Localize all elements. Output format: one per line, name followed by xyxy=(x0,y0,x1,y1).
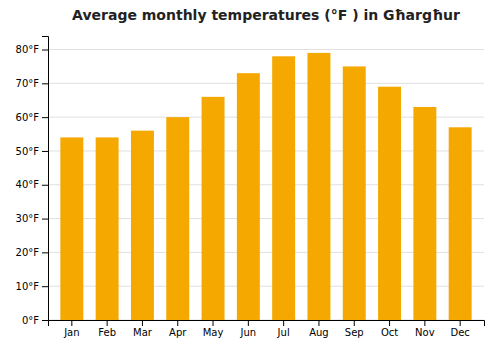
x-tick: Aug xyxy=(309,320,329,338)
bars xyxy=(60,53,471,320)
y-tick-label: 40°F xyxy=(16,179,40,190)
y-tick: 60°F xyxy=(16,112,48,123)
y-tick: 30°F xyxy=(16,213,48,224)
x-tick-label: Nov xyxy=(415,327,435,338)
x-tick-label: Jan xyxy=(63,327,79,338)
y-tick-label: 20°F xyxy=(16,247,40,258)
x-tick-mark xyxy=(318,320,319,326)
x-axis-line xyxy=(49,321,485,327)
bar xyxy=(343,66,366,320)
y-tick: 40°F xyxy=(16,179,48,190)
x-tick-mark xyxy=(107,320,108,326)
x-tick: Apr xyxy=(169,320,187,338)
y-tick-label: 0°F xyxy=(22,315,39,326)
x-tick: Nov xyxy=(415,320,435,338)
y-tick-mark xyxy=(42,185,48,186)
x-tick: Jun xyxy=(240,320,257,338)
x-tick-mark xyxy=(248,320,249,326)
x-tick-label: Sep xyxy=(345,327,364,338)
bar xyxy=(96,137,119,320)
y-tick-mark xyxy=(42,219,48,220)
x-tick: Oct xyxy=(381,320,398,338)
y-tick-label: 30°F xyxy=(16,213,40,224)
bar xyxy=(131,131,154,320)
x-tick-mark xyxy=(283,320,284,326)
x-tick-mark xyxy=(213,320,214,326)
grid-line xyxy=(48,49,484,50)
x-tick-mark xyxy=(460,320,461,326)
y-tick-mark xyxy=(42,151,48,152)
y-axis-line xyxy=(42,37,49,321)
y-tick: 10°F xyxy=(16,281,48,292)
y-tick-label: 10°F xyxy=(16,281,40,292)
x-tick-mark xyxy=(71,320,72,326)
x-tick-label: Jul xyxy=(277,327,290,338)
x-tick: Dec xyxy=(450,320,469,338)
x-tick-label: Apr xyxy=(169,327,187,338)
x-axis: Jan Feb Mar Apr May Jun Jul Aug Sep Oct Nov Dec xyxy=(49,320,485,338)
y-tick-mark xyxy=(42,320,48,321)
plot: 0°F 10°F 20°F 30°F 40°F 50°F 60°F 70°F 80°F Jan Fe… xyxy=(16,37,485,339)
y-tick-label: 50°F xyxy=(16,146,40,157)
x-tick-mark xyxy=(354,320,355,326)
y-tick: 50°F xyxy=(16,146,48,157)
y-tick-mark xyxy=(42,83,48,84)
bar xyxy=(202,97,225,320)
bar xyxy=(237,73,260,320)
bar xyxy=(413,107,436,320)
x-tick: Mar xyxy=(133,320,153,338)
x-tick: Sep xyxy=(345,320,364,338)
x-tick-label: Feb xyxy=(98,327,116,338)
bar xyxy=(272,56,295,320)
x-tick-mark xyxy=(142,320,143,326)
y-tick-mark xyxy=(42,117,48,118)
y-tick-mark xyxy=(42,50,48,51)
x-tick-mark xyxy=(424,320,425,326)
x-tick-label: May xyxy=(203,327,224,338)
y-tick-mark xyxy=(42,252,48,253)
x-tick-label: Oct xyxy=(381,327,398,338)
y-tick: 0°F xyxy=(22,315,48,326)
chart: 0°F 10°F 20°F 30°F 40°F 50°F 60°F 70°F 80°F Jan Fe… xyxy=(0,0,500,350)
y-tick: 80°F xyxy=(16,44,48,55)
x-tick-mark xyxy=(177,320,178,326)
x-tick-label: Jun xyxy=(240,327,257,338)
title: Average monthly temperatures (°F ) in Għ… xyxy=(72,7,460,23)
y-tick: 70°F xyxy=(16,78,48,89)
grid xyxy=(48,50,484,320)
x-tick-label: Dec xyxy=(450,327,469,338)
bar xyxy=(378,87,401,320)
y-tick-mark xyxy=(42,286,48,287)
x-tick-label: Mar xyxy=(133,327,153,338)
x-tick: Jul xyxy=(277,320,290,338)
x-tick: May xyxy=(203,320,224,338)
y-tick: 20°F xyxy=(16,247,48,258)
x-tick: Jan xyxy=(63,320,79,338)
bar xyxy=(449,127,472,320)
y-tick-label: 70°F xyxy=(16,78,40,89)
x-tick-label: Aug xyxy=(309,327,329,338)
y-axis: 0°F 10°F 20°F 30°F 40°F 50°F 60°F 70°F 80°F xyxy=(16,37,49,326)
x-tick-mark xyxy=(389,320,390,326)
chart-container: 0°F 10°F 20°F 30°F 40°F 50°F 60°F 70°F 80°F Jan Fe… xyxy=(0,0,500,350)
bar xyxy=(60,137,83,320)
grid-line xyxy=(48,83,484,84)
x-tick: Feb xyxy=(98,320,116,338)
bar xyxy=(166,117,189,320)
y-tick-label: 60°F xyxy=(16,112,40,123)
bar xyxy=(307,53,330,320)
y-tick-label: 80°F xyxy=(16,44,40,55)
